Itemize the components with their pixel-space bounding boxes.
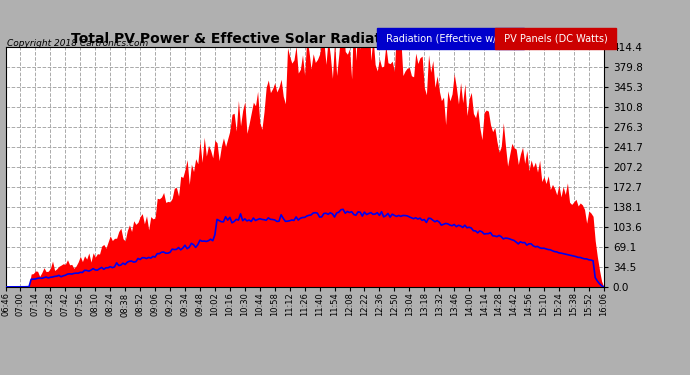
Text: Radiation (Effective w/m2): Radiation (Effective w/m2): [383, 33, 519, 43]
Text: PV Panels (DC Watts): PV Panels (DC Watts): [501, 33, 611, 43]
Title: Total PV Power & Effective Solar Radiation Thu Nov 8 16:09: Total PV Power & Effective Solar Radiati…: [71, 32, 538, 46]
Text: Copyright 2018 Cartronics.com: Copyright 2018 Cartronics.com: [7, 39, 148, 48]
